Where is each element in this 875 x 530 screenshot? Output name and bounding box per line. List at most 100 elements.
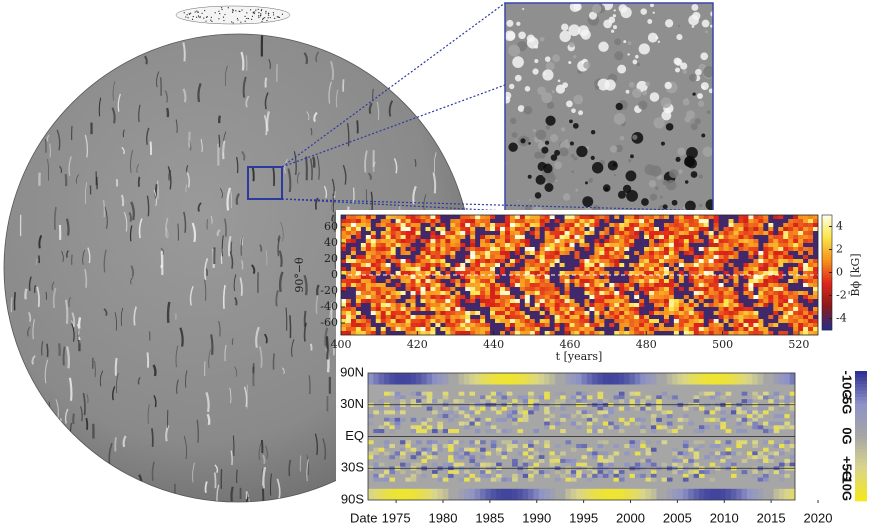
- colorbar-segment: [822, 293, 832, 296]
- heatmap-cell: [584, 279, 589, 283]
- heatmap-cell: [714, 319, 719, 323]
- heatmap-cell: [470, 295, 475, 299]
- heatmap-cell: [475, 410, 481, 414]
- heatmap-cell: [594, 267, 599, 271]
- heatmap-cell: [634, 303, 639, 307]
- heatmap-cell: [669, 259, 674, 263]
- heatmap-cell: [808, 311, 813, 315]
- cap-dot: [260, 15, 261, 16]
- heatmap-cell: [565, 327, 570, 331]
- heatmap-cell: [689, 215, 694, 219]
- heatmap-cell: [396, 231, 401, 235]
- heatmap-cell: [366, 319, 371, 323]
- heatmap-cell: [346, 275, 351, 279]
- heatmap-cell: [624, 319, 629, 323]
- heatmap-cell: [644, 263, 649, 267]
- heatmap-cell: [649, 279, 654, 283]
- heatmap-cell: [646, 451, 652, 455]
- heatmap-cell: [505, 279, 510, 283]
- heatmap-cell: [533, 489, 539, 493]
- heatmap-cell: [491, 493, 497, 497]
- heatmap-cell: [778, 327, 783, 331]
- heatmap-cell: [469, 444, 475, 448]
- cap-dot: [264, 17, 265, 18]
- heatmap-cell: [373, 474, 379, 478]
- heatmap-cell: [743, 307, 748, 311]
- heatmap-cell: [530, 263, 535, 267]
- heatmap-cell: [603, 414, 609, 418]
- heatmap-cell: [709, 315, 714, 319]
- colorbar-label: B̄ϕ [kG]: [849, 253, 862, 296]
- heatmap-cell: [495, 263, 500, 267]
- heatmap-cell: [455, 239, 460, 243]
- heatmap-cell: [684, 287, 689, 291]
- heatmap-cell: [455, 267, 460, 271]
- granule: [561, 127, 565, 131]
- heatmap-cell: [584, 231, 589, 235]
- heatmap-cell: [758, 219, 763, 223]
- heatmap-cell: [430, 287, 435, 291]
- heatmap-cell: [589, 247, 594, 251]
- heatmap-cell: [599, 287, 604, 291]
- heatmap-cell: [699, 474, 705, 478]
- heatmap-cell: [576, 392, 582, 396]
- heatmap-cell: [425, 279, 430, 283]
- heatmap-cell: [599, 263, 604, 267]
- surface-streak: [327, 336, 328, 359]
- heatmap-cell: [734, 215, 739, 219]
- heatmap-cell: [389, 478, 395, 482]
- heatmap-cell: [758, 451, 764, 455]
- heatmap-cell: [731, 377, 737, 381]
- heatmap-cell: [507, 444, 513, 448]
- heatmap-cell: [724, 227, 729, 231]
- granule: [678, 169, 682, 173]
- colorbar-segment: [855, 417, 867, 421]
- heatmap-cell: [445, 215, 450, 219]
- heatmap-cell: [555, 235, 560, 239]
- heatmap-cell: [699, 259, 704, 263]
- heatmap-cell: [739, 239, 744, 243]
- heatmap-cell: [565, 235, 570, 239]
- heatmap-cell: [587, 429, 593, 433]
- heatmap-cell: [793, 247, 798, 251]
- granule: [647, 19, 652, 24]
- granule: [592, 4, 601, 13]
- heatmap-cell: [592, 474, 598, 478]
- heatmap-cell: [710, 377, 716, 381]
- heatmap-cell: [406, 231, 411, 235]
- heatmap-cell: [624, 380, 630, 384]
- heatmap-cell: [584, 239, 589, 243]
- heatmap-cell: [747, 493, 753, 497]
- heatmap-cell: [435, 279, 440, 283]
- heatmap-cell: [664, 231, 669, 235]
- heatmap-cell: [406, 243, 411, 247]
- heatmap-cell: [427, 395, 433, 399]
- heatmap-cell: [614, 227, 619, 231]
- heatmap-cell: [361, 279, 366, 283]
- heatmap-cell: [659, 303, 664, 307]
- heatmap-cell: [470, 251, 475, 255]
- heatmap-cell: [450, 279, 455, 283]
- granule: [614, 174, 616, 176]
- heatmap-cell: [485, 255, 490, 259]
- heatmap-cell: [560, 311, 565, 315]
- heatmap-cell: [720, 425, 726, 429]
- heatmap-cell: [485, 470, 491, 474]
- heatmap-cell: [490, 219, 495, 223]
- heatmap-cell: [445, 223, 450, 227]
- heatmap-cell: [455, 323, 460, 327]
- heatmap-cell: [396, 215, 401, 219]
- y-axis-label: 90°−θ: [293, 257, 306, 293]
- granule: [691, 171, 698, 178]
- heatmap-cell: [480, 243, 485, 247]
- heatmap-cell: [421, 263, 426, 267]
- heatmap-cell: [525, 311, 530, 315]
- heatmap-cell: [608, 377, 614, 381]
- heatmap-cell: [500, 255, 505, 259]
- heatmap-cell: [475, 478, 481, 482]
- heatmap-cell: [679, 235, 684, 239]
- heatmap-cell: [523, 373, 529, 377]
- heatmap-cell: [430, 235, 435, 239]
- heatmap-cell: [614, 231, 619, 235]
- granule: [699, 175, 703, 179]
